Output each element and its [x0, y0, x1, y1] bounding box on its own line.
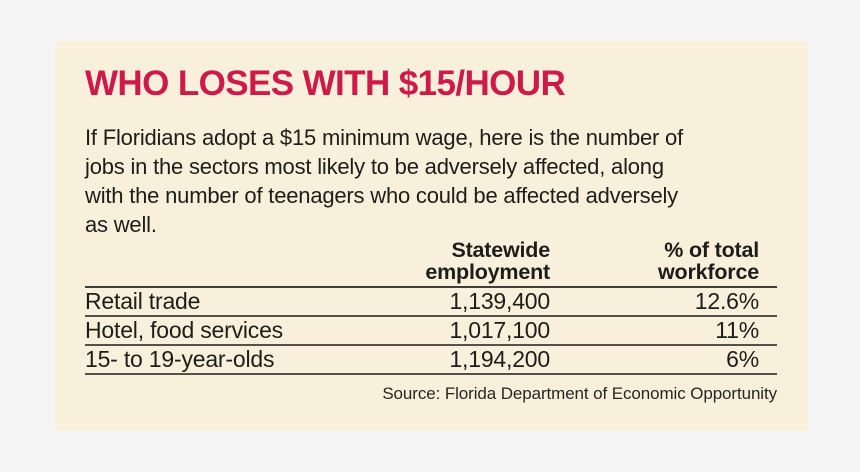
description-line: If Floridians adopt a $15 minimum wage, … [85, 125, 683, 150]
description-line: with the number of teenagers who could b… [85, 183, 678, 208]
source-credit: Source: Florida Department of Economic O… [382, 384, 777, 403]
column-header-line: workforce [658, 260, 759, 284]
table-header-row: Statewide employment % of total workforc… [85, 238, 777, 288]
employment-value: 1,194,200 [365, 345, 550, 375]
employment-value: 1,017,100 [365, 316, 550, 346]
column-header-sector-empty [85, 239, 365, 288]
row-label: 15- to 19-year-olds [85, 345, 365, 375]
column-header-line: % of total [664, 238, 759, 262]
column-header-statewide-employment: Statewide employment [365, 238, 550, 288]
description-line: jobs in the sectors most likely to be ad… [85, 154, 664, 179]
data-table: Statewide employment % of total workforc… [85, 239, 777, 375]
row-label: Retail trade [85, 287, 365, 317]
infographic-panel: WHO LOSES WITH $15/HOUR If Floridians ad… [55, 41, 808, 431]
column-header-line: employment [425, 260, 550, 284]
column-header-pct-of-total-workforce: % of total workforce [550, 238, 777, 288]
description-line: as well. [85, 212, 157, 237]
employment-value: 1,139,400 [365, 287, 550, 317]
chart-title: WHO LOSES WITH $15/HOUR [85, 64, 566, 103]
workforce-pct-value: 12.6% [550, 287, 777, 317]
column-header-line: Statewide [451, 238, 550, 262]
workforce-pct-value: 6% [550, 345, 777, 375]
table-row: 15- to 19-year-olds 1,194,200 6% [85, 345, 777, 375]
workforce-pct-value: 11% [550, 316, 777, 346]
chart-description: If Floridians adopt a $15 minimum wage, … [85, 123, 777, 239]
table-row: Hotel, food services 1,017,100 11% [85, 316, 777, 346]
table-row: Retail trade 1,139,400 12.6% [85, 287, 777, 317]
row-label: Hotel, food services [85, 316, 365, 346]
